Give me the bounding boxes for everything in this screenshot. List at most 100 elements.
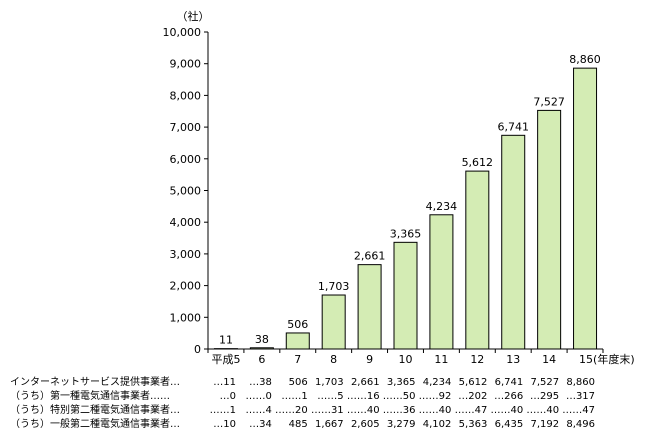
table-cell: 3,365 [387,377,416,388]
table-cell: 6,435 [495,419,524,430]
data-table: インターネットサービス提供事業者… …11 …38 506 1,703 2,661 3,36… [10,375,595,430]
table-cell: 4,102 [423,419,452,430]
table-cell: 8,496 [566,419,595,430]
bars-group [213,67,598,350]
table-cell: …34 [249,419,272,430]
table-cell: 7,192 [530,419,559,430]
table-cell: 485 [289,419,308,430]
table-cell: ……16 [347,391,380,402]
table-cell: …202 [458,391,487,402]
y-tick-label: 8,000 [170,89,202,102]
x-tick-label: 14 [542,353,556,366]
bar [465,170,490,350]
table-cell: 2,661 [351,377,380,388]
table-cell: ……47 [562,405,595,416]
table-cell: 4,234 [423,377,452,388]
table-row-label: インターネットサービス提供事業者… [10,375,180,388]
table-cell: ……50 [383,391,416,402]
x-tick-label: 7 [294,353,301,366]
bar [393,241,418,350]
x-tick-label: 12 [470,353,484,366]
table-cell: ……47 [455,405,488,416]
y-tick-label: 4,000 [170,216,202,229]
x-tick-label: 8 [330,353,337,366]
table-cell: 8,860 [566,377,595,388]
table-row: （うち）一般第二種電気通信事業者… …10 …34 485 1,667 2,605 3,27… [10,417,595,430]
y-tick-label: 6,000 [170,153,202,166]
table-cell: ……1 [281,391,307,402]
table-row-label: （うち）特別第二種電気通信事業者… [10,403,180,416]
y-tick-label: 10,000 [163,26,202,39]
table-cell: ……5 [317,391,343,402]
bar [429,214,454,350]
y-tick-label: 3,000 [170,248,202,261]
x-tick-label: 平成5 [211,353,240,366]
bar [285,332,310,350]
table-cell: …295 [530,391,559,402]
table-cell: ……0 [245,391,271,402]
table-row: （うち）特別第二種電気通信事業者… ……1 ……4 ……20 ……31 ……40 ……36…… [10,403,595,416]
table-row: （うち）第一種電気通信事業者…… …0 ……0 ……1 ……5 ……16 ……50 ……92 …… [10,389,595,402]
table-row-label: （うち）第一種電気通信事業者…… [10,389,170,402]
table-cell: ……31 [311,405,344,416]
table-cell: 5,612 [459,377,488,388]
x-tick-label: 9 [366,353,373,366]
table-cell: …38 [249,377,272,388]
y-tick-label: 2,000 [170,280,202,293]
bar [537,109,562,350]
table-cell: 1,703 [315,377,344,388]
table-cell: ……40 [347,405,380,416]
table-row-label: （うち）一般第二種電気通信事業者… [10,417,180,430]
table-cell: ……92 [419,391,452,402]
x-tick-label: 11 [434,353,448,366]
table-cell: 506 [289,377,308,388]
y-tick-label: 7,000 [170,121,202,134]
table-cell: …11 [213,377,236,388]
data-label: 2,661 [354,250,386,263]
table-cell: 2,605 [351,419,380,430]
data-label: 38 [255,333,269,346]
table-cell: ……20 [275,405,308,416]
table-cell: 3,279 [387,419,416,430]
y-axis: 0 1,000 2,000 3,000 4,000 5,000 6,000 7,000 8,00… [163,26,209,356]
y-tick-label: 1,000 [170,311,202,324]
table-cell: …10 [213,419,236,430]
data-label: 6,741 [497,120,529,133]
table-cell: 1,667 [315,419,344,430]
data-label: 3,365 [390,227,422,240]
table-row: インターネットサービス提供事業者… …11 …38 506 1,703 2,661 3,36… [10,375,595,388]
table-cell: ……36 [383,405,416,416]
x-tick-label: 15(年度末) [579,352,635,366]
x-tick-label: 13 [506,353,520,366]
y-tick-label: 5,000 [170,185,202,198]
table-cell: 6,741 [495,377,524,388]
data-label: 1,703 [318,280,350,293]
table-cell: …266 [494,391,523,402]
table-cell: …317 [566,391,595,402]
data-label: 11 [219,334,233,347]
data-labels-group: 11 38 506 1,703 2,661 3,365 4,234 5,612 6,741 7,5… [219,53,601,347]
table-cell: ……40 [419,405,452,416]
y-tick-label: 9,000 [170,58,202,71]
data-label: 5,612 [462,156,494,169]
table-cell: ……4 [245,405,271,416]
table-cell: 5,363 [459,419,488,430]
bar [357,264,382,350]
bar [321,294,346,350]
table-cell: ……1 [210,405,236,416]
table-cell: 7,527 [530,377,559,388]
table-cell: ……40 [490,405,523,416]
table-cell: …0 [220,391,236,402]
x-axis: 平成5 6 7 8 9 10 11 12 13 14 15(年度末) [207,348,635,366]
y-tick-label: 0 [194,343,201,356]
bar [573,67,598,350]
bar [501,134,526,350]
data-label: 4,234 [426,200,458,213]
y-axis-unit-label: （社） [177,9,210,23]
data-label: 506 [287,318,308,331]
x-tick-label: 10 [399,353,413,366]
data-label: 8,860 [569,53,601,66]
table-cell: ……40 [526,405,559,416]
x-tick-label: 6 [258,353,265,366]
